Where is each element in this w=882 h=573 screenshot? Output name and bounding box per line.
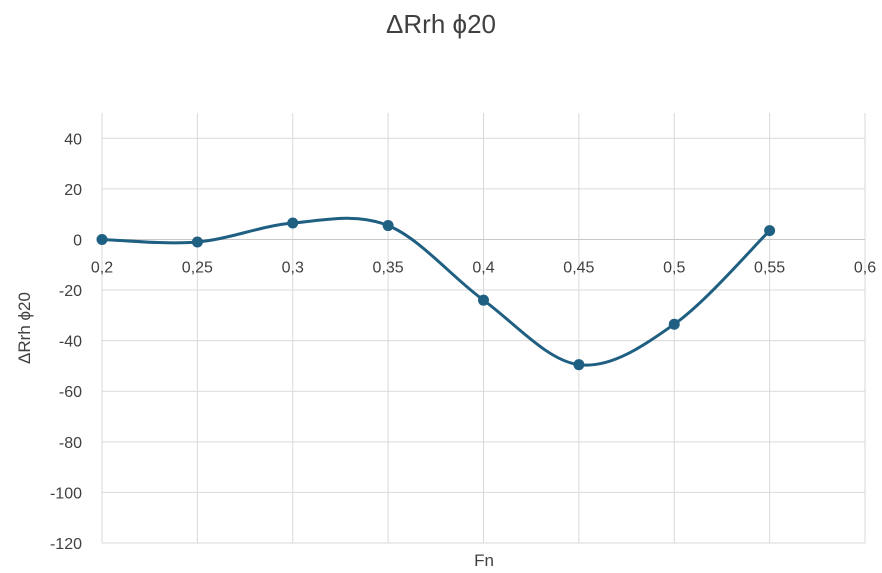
y-tick-label: -100: [50, 485, 82, 502]
x-tick-label: 0,35: [373, 259, 404, 276]
series-layer: [96, 216, 776, 371]
y-tick-label: 40: [64, 131, 82, 148]
x-axis-title: Fn: [474, 551, 494, 570]
y-tick-label: -120: [50, 536, 82, 553]
y-axis-title: ΔRrh ϕ20: [15, 292, 34, 364]
chart-title: ΔRrh ϕ20: [386, 9, 496, 39]
y-tick-label: 20: [64, 182, 82, 199]
data-point: [287, 217, 299, 229]
data-point: [96, 233, 108, 245]
grid-layer: [101, 113, 866, 544]
x-tick-label: 0,45: [563, 259, 594, 276]
data-point: [668, 318, 680, 330]
data-point: [478, 294, 489, 306]
x-tick-label: 0,6: [854, 259, 876, 276]
x-tick-label: 0,4: [472, 259, 494, 276]
x-tick-label: 0,25: [182, 259, 213, 276]
y-tick-label: -60: [59, 384, 82, 401]
y-tick-labels: 40 20 0 -20 -40 -60 -80 -100 -120: [50, 131, 82, 553]
x-tick-label: 0,5: [663, 259, 685, 276]
x-tick-labels: 0,2 0,25 0,3 0,35 0,4 0,45 0,5 0,55 0,6: [91, 259, 876, 276]
data-point: [191, 236, 203, 248]
data-point: [382, 220, 394, 232]
y-tick-label: -80: [59, 435, 82, 452]
x-tick-label: 0,55: [754, 259, 785, 276]
y-tick-label: -40: [59, 334, 82, 351]
data-point: [764, 225, 776, 237]
y-tick-label: 0: [73, 232, 82, 249]
data-point: [573, 359, 585, 371]
x-tick-label: 0,3: [282, 259, 304, 276]
x-tick-label: 0,2: [91, 259, 113, 276]
y-tick-label: -20: [59, 283, 82, 300]
